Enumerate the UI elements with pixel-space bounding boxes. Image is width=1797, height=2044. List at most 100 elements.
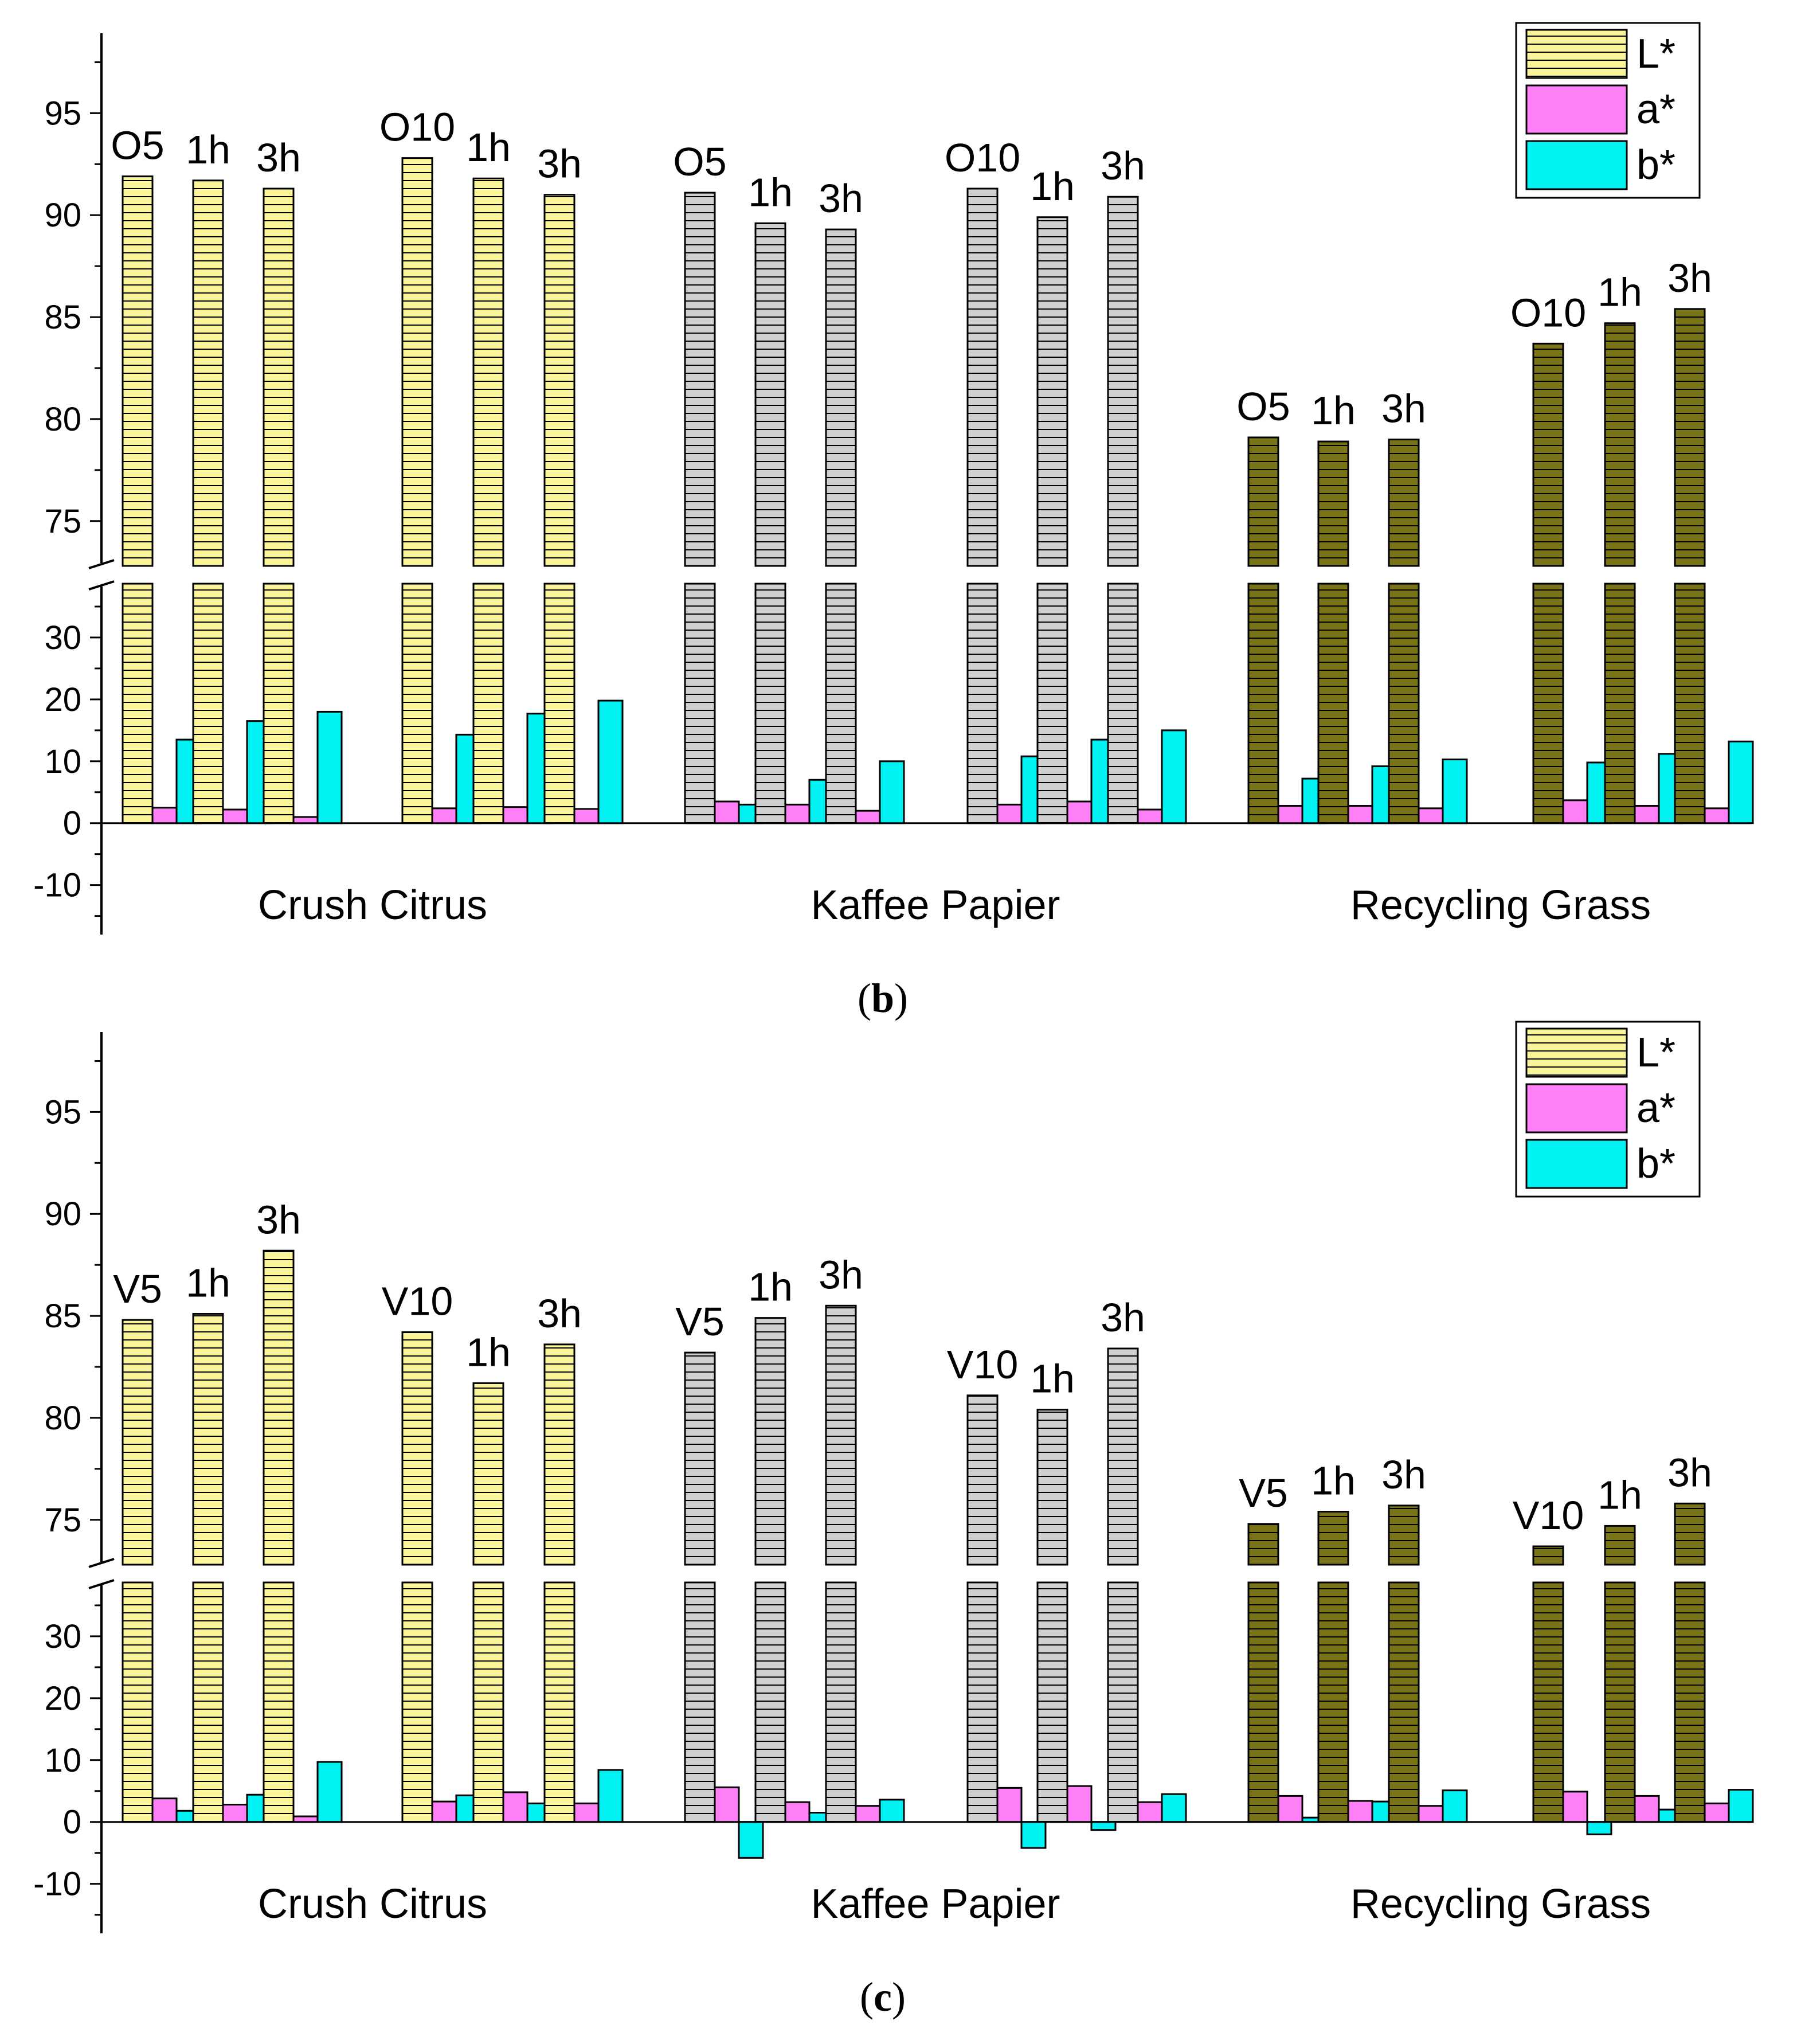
bar-a — [1277, 1795, 1303, 1823]
bar-a — [292, 816, 319, 824]
bar-L-upper — [1107, 1347, 1139, 1566]
sample-label: 1h — [466, 1330, 511, 1374]
bar-a — [222, 1803, 248, 1823]
bar-a — [1562, 799, 1588, 824]
bar-L-lower — [1036, 1581, 1068, 1823]
bar-L-upper — [543, 194, 575, 567]
legend-label: L* — [1637, 1030, 1675, 1076]
bar-L-upper — [966, 187, 999, 567]
group-label: Recycling Grass — [1350, 882, 1651, 928]
sample-label: V5 — [1239, 1471, 1288, 1515]
legend: L* a* b* — [1515, 1021, 1701, 1198]
bar-L-lower — [1604, 583, 1636, 824]
bar-a — [222, 808, 248, 824]
axis-break-mark — [88, 1558, 115, 1568]
sample-label: O10 — [379, 105, 455, 150]
panel-caption: (b) — [858, 975, 908, 1021]
bar-a — [1066, 1785, 1093, 1823]
bar-L-lower — [192, 583, 224, 824]
bar-a — [855, 810, 881, 824]
legend-label: b* — [1637, 142, 1675, 188]
y-tick-label: 80 — [44, 401, 81, 438]
sample-label: 1h — [748, 170, 793, 214]
legend-label: a* — [1637, 1085, 1675, 1131]
sample-label: V10 — [947, 1342, 1019, 1387]
bar-L-lower — [1317, 1581, 1349, 1823]
bar-L-lower — [1036, 583, 1068, 824]
bar-L-upper — [754, 222, 786, 567]
bar-b — [1728, 1789, 1754, 1823]
caption-close: ) — [892, 1974, 906, 2020]
bar-L-lower — [1107, 1581, 1139, 1823]
sample-label: O10 — [1510, 290, 1586, 335]
y-tick-label: 95 — [44, 1093, 81, 1131]
bar-a — [1418, 1805, 1444, 1823]
bar-a — [431, 807, 457, 824]
legend-label: b* — [1637, 1141, 1675, 1187]
bar-L-upper — [684, 1351, 716, 1566]
bar-L-lower — [754, 1581, 786, 1823]
bar-L-lower — [263, 583, 295, 824]
sample-label: 1h — [1311, 1459, 1356, 1503]
bar-a — [1634, 804, 1660, 824]
bar-L-upper — [472, 1382, 504, 1566]
bar-L-lower — [543, 1581, 575, 1823]
bar-a — [714, 1786, 740, 1823]
sample-label: 3h — [1381, 386, 1426, 431]
sample-label: 3h — [819, 1252, 863, 1297]
bar-L-lower — [684, 1581, 716, 1823]
sample-label: 1h — [1598, 270, 1642, 315]
sample-label: V5 — [675, 1299, 725, 1344]
bar-b — [1442, 1789, 1468, 1823]
axis-break-mark — [88, 559, 115, 569]
sample-label: 3h — [1667, 256, 1712, 300]
bar-a — [855, 1805, 881, 1823]
legend-label: L* — [1637, 31, 1675, 77]
bar-a — [1704, 807, 1730, 824]
bar-a — [1562, 1791, 1588, 1823]
bar-L-upper — [472, 177, 504, 567]
caption-close: ) — [894, 975, 908, 1021]
bar-b — [1161, 1793, 1187, 1823]
bar-b — [597, 699, 624, 824]
sample-label: 1h — [1030, 164, 1075, 209]
bar-L-lower — [1247, 1581, 1279, 1823]
y-tick-label: 30 — [44, 619, 81, 656]
bar-a — [1066, 800, 1093, 824]
bar-L-upper — [1532, 342, 1564, 567]
bar-L-lower — [1247, 583, 1279, 824]
y-tick-label: 0 — [63, 805, 81, 842]
bar-L-upper — [1247, 436, 1279, 567]
sample-label: 1h — [1311, 388, 1356, 433]
bar-L-lower — [1674, 1581, 1706, 1823]
legend-label: a* — [1637, 87, 1675, 132]
bar-L-upper — [1036, 1409, 1068, 1566]
y-tick-label: 10 — [44, 743, 81, 780]
bar-L-lower — [1107, 583, 1139, 824]
legend-swatch — [1525, 140, 1628, 190]
legend-swatch — [1525, 29, 1628, 79]
sample-label: 3h — [537, 142, 582, 186]
bar-a — [151, 1797, 178, 1823]
y-tick-label: 0 — [63, 1804, 81, 1841]
bar-L-upper — [1604, 322, 1636, 567]
legend-swatch — [1525, 1083, 1628, 1134]
y-tick-label: 20 — [44, 1680, 81, 1717]
y-tick-label: 95 — [44, 95, 81, 132]
bar-L-lower — [472, 583, 504, 824]
bar-a — [1137, 808, 1163, 824]
bar-L-upper — [192, 179, 224, 567]
bar-b — [597, 1769, 624, 1823]
bar-L-upper — [263, 187, 295, 567]
bar-L-upper — [1388, 1504, 1420, 1566]
bar-a — [996, 803, 1023, 824]
bar-L-lower — [1604, 1581, 1636, 1823]
y-tick-label: 90 — [44, 1195, 81, 1233]
bar-a — [1137, 1801, 1163, 1823]
sample-label: 3h — [1101, 143, 1145, 188]
bar-a — [784, 803, 811, 824]
bar-L-upper — [1674, 1502, 1706, 1566]
bar-L-lower — [1388, 1581, 1420, 1823]
